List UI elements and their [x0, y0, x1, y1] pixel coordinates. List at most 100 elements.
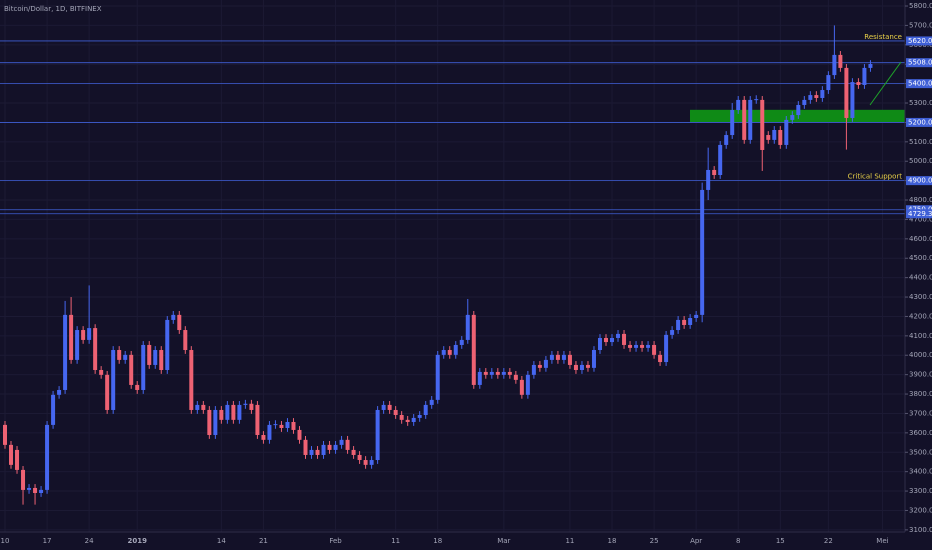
candle-body [435, 354, 440, 400]
candle-body [465, 314, 470, 340]
y-tick-label: 4100.0 [909, 332, 932, 340]
candle-body [622, 333, 627, 345]
candle-body [21, 469, 26, 490]
candle-body [862, 67, 867, 85]
y-tick-label: 4700.0 [909, 215, 932, 223]
candle-body [610, 337, 615, 343]
x-tick-label: 24 [85, 537, 94, 545]
level-label-box [906, 36, 932, 46]
y-tick-label: 5300.0 [909, 99, 932, 107]
candle-body [165, 319, 170, 370]
y-tick-label: 4300.0 [909, 293, 932, 301]
candle-body [177, 314, 182, 331]
candle-body [123, 354, 128, 360]
x-tick-label: 14 [217, 537, 226, 545]
candle-body [255, 404, 260, 435]
candle-body [375, 409, 380, 461]
x-tick-label: Mei [876, 537, 888, 545]
candle-body [357, 454, 362, 461]
candle-body [237, 404, 242, 420]
candle-body [820, 90, 825, 98]
level-label-box [906, 117, 932, 127]
candle-body [477, 371, 482, 385]
x-tick-label: 18 [433, 537, 442, 545]
level-label: 5400.0 [908, 80, 932, 88]
x-tick-label: 8 [736, 537, 740, 545]
candle-body [327, 444, 332, 450]
candle-body [381, 404, 386, 410]
candle-body [291, 421, 296, 430]
candle-body [3, 424, 7, 445]
x-tick-label: 22 [824, 537, 833, 545]
candle-body [790, 115, 795, 120]
candle-body [796, 104, 801, 116]
candle-body [267, 424, 272, 440]
candle-body [712, 169, 717, 176]
x-tick-label: 25 [650, 537, 659, 545]
candle-body [69, 314, 74, 360]
candle-body [543, 359, 548, 368]
candle-body [303, 439, 308, 455]
candle-body [315, 449, 320, 455]
x-tick-label: Feb [329, 537, 342, 545]
candle-body [417, 415, 422, 418]
candle-body [183, 330, 188, 351]
candle-body [742, 99, 747, 140]
candle-body [207, 409, 212, 435]
level-label-box [906, 79, 932, 89]
x-tick-label: 17 [43, 537, 52, 545]
level-label-box [906, 209, 932, 219]
candle-body [507, 371, 512, 375]
candle-body [658, 354, 663, 363]
candle-body [441, 350, 446, 355]
candle-body [459, 339, 464, 345]
x-tick-label: 2019 [127, 537, 147, 545]
level-label: 5620.0 [908, 37, 932, 45]
candle-body [706, 169, 711, 190]
candle-body [147, 344, 152, 365]
candle-body [591, 350, 596, 368]
y-tick-label: 3100.0 [909, 526, 932, 534]
candle-body [429, 399, 434, 405]
candle-body [231, 404, 236, 420]
candle-body [495, 371, 500, 375]
x-tick-label: Apr [690, 537, 702, 545]
candle-body [33, 487, 38, 494]
candle-body [75, 330, 80, 360]
y-tick-label: 4600.0 [909, 235, 932, 243]
candle-body [670, 330, 675, 335]
candle-body [772, 129, 777, 140]
candles-layer [3, 25, 873, 505]
x-tick-label: 21 [259, 537, 268, 545]
candle-body [153, 350, 158, 365]
candle-body [333, 444, 338, 450]
candle-body [9, 444, 14, 465]
candle-body [399, 415, 404, 420]
y-tick-label: 4400.0 [909, 274, 932, 282]
x-tick-label: 10 [1, 537, 10, 545]
candle-body [321, 444, 326, 455]
level-label: 5508.0 [908, 59, 932, 67]
candle-body [604, 337, 608, 343]
level-label: 5200.0 [908, 118, 932, 126]
candle-body [405, 419, 410, 422]
candle-body [856, 82, 861, 85]
candle-body [760, 99, 765, 150]
candle-body [778, 129, 783, 145]
candle-body [694, 314, 699, 318]
candle-body [531, 364, 536, 375]
candle-body [826, 75, 831, 91]
candle-body [213, 409, 218, 435]
arrow-line [869, 61, 902, 106]
candle-body [754, 99, 759, 101]
chart-title: Bitcoin/Dollar, 1D, BITFINEX [4, 5, 102, 13]
candle-body [567, 354, 572, 365]
candle-body [189, 350, 194, 410]
candle-body [814, 95, 819, 98]
candle-body [369, 460, 374, 465]
candle-body [736, 99, 741, 111]
candle-body [489, 371, 494, 375]
candle-body [579, 364, 584, 370]
candle-body [129, 354, 134, 385]
